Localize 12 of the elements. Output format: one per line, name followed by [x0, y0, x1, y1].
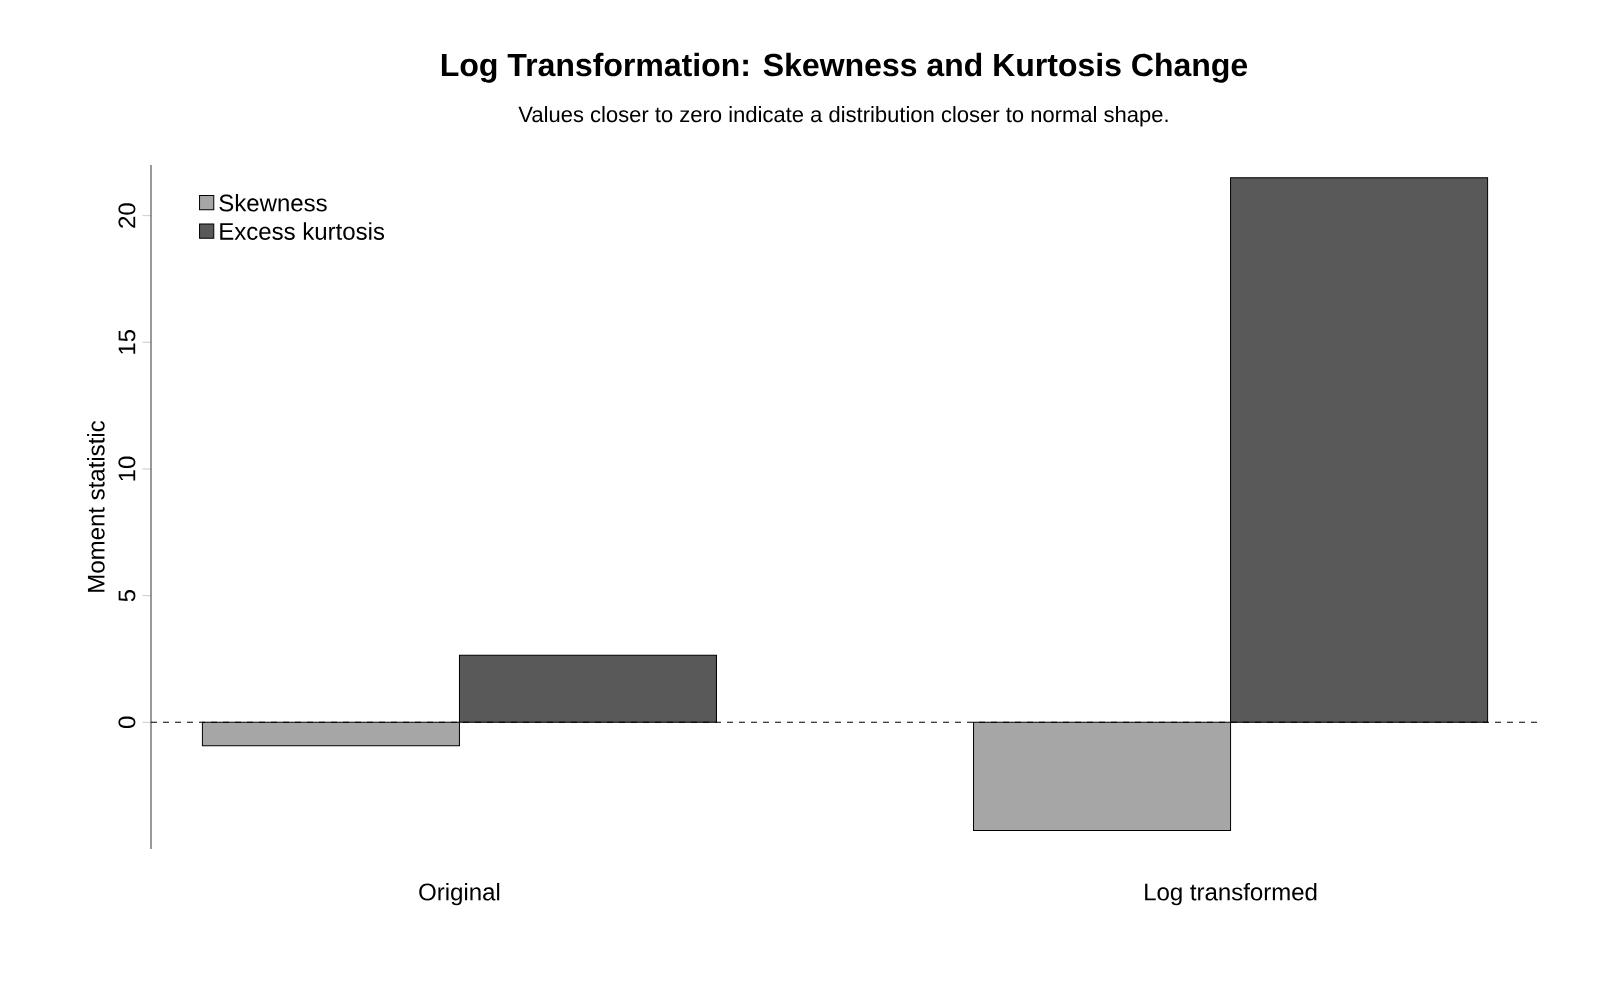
y-tick-label: 0 — [118, 716, 136, 729]
legend-label: Skewness — [219, 193, 327, 212]
y-axis-title: Moment statistic — [87, 420, 105, 592]
chart-subtitle: Values closer to zero indicate a distribution closer to normal shape. — [518, 106, 1168, 127]
y-tick-label: 20 — [118, 203, 136, 228]
chart-title: Log Transformation: Skewness and Kurtosis Change — [441, 52, 1248, 83]
legend-label: Excess kurtosis — [220, 222, 385, 240]
x-tick-label: Log transformed — [1145, 882, 1317, 906]
y-tick-label: 15 — [118, 330, 136, 354]
x-tick-label: Original — [419, 882, 500, 906]
y-tick-label: 10 — [118, 456, 136, 481]
y-tick-label: 5 — [118, 590, 136, 602]
